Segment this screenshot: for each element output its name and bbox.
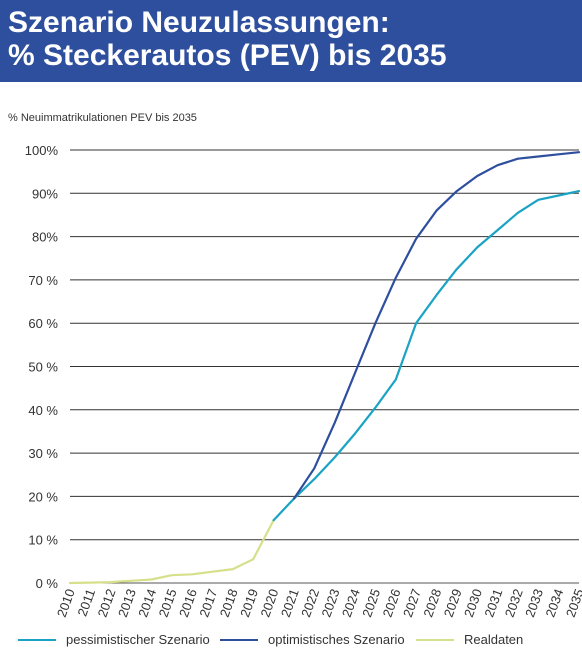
series-line-realdaten <box>68 519 275 585</box>
y-tick-label-50: 50 % <box>28 360 58 375</box>
x-tick-label-2010: 2010 <box>54 587 78 619</box>
y-axis-label: % Neuimmatrikulationen PEV bis 2035 <box>8 112 197 124</box>
legend: pessimistischer Szenario optimistisches … <box>0 632 582 650</box>
legend-item-pessimistic: pessimistischer Szenario <box>18 632 210 647</box>
y-tick-label-0: 0 % <box>36 576 59 591</box>
y-tick-label-20: 20 % <box>28 489 58 504</box>
y-tick-label-60: 60 % <box>28 316 58 331</box>
legend-swatch-optimistic <box>220 638 258 641</box>
y-tick-label-70: 70 % <box>28 273 58 288</box>
legend-item-optimistic: optimistisches Szenario <box>220 632 405 647</box>
legend-swatch-realdaten <box>416 638 454 641</box>
legend-label-pessimistic: pessimistischer Szenario <box>66 632 210 647</box>
series-line-optimistisches-szenario <box>292 151 581 500</box>
title-banner: Szenario Neuzulassungen: % Steckerautos … <box>0 0 582 82</box>
legend-swatch-pessimistic <box>18 638 56 641</box>
y-tick-label-40: 40 % <box>28 403 58 418</box>
legend-item-realdaten: Realdaten <box>416 632 523 647</box>
y-tick-label-30: 30 % <box>28 446 58 461</box>
chart-title: Szenario Neuzulassungen: % Steckerautos … <box>8 6 447 72</box>
chart-title-line-2: % Steckerautos (PEV) bis 2035 <box>8 39 447 72</box>
chart-title-line-1: Szenario Neuzulassungen: <box>8 6 390 39</box>
y-tick-label-90: 90% <box>32 186 58 201</box>
x-tick-label-2035: 2035 <box>563 587 582 619</box>
legend-label-optimistic: optimistisches Szenario <box>268 632 405 647</box>
y-tick-label-10: 10 % <box>28 533 58 548</box>
y-tick-label-80: 80% <box>32 230 58 245</box>
series-line-pessimistischer-szenario <box>272 190 581 522</box>
y-tick-label-100: 100% <box>25 143 59 158</box>
legend-label-realdaten: Realdaten <box>464 632 524 647</box>
